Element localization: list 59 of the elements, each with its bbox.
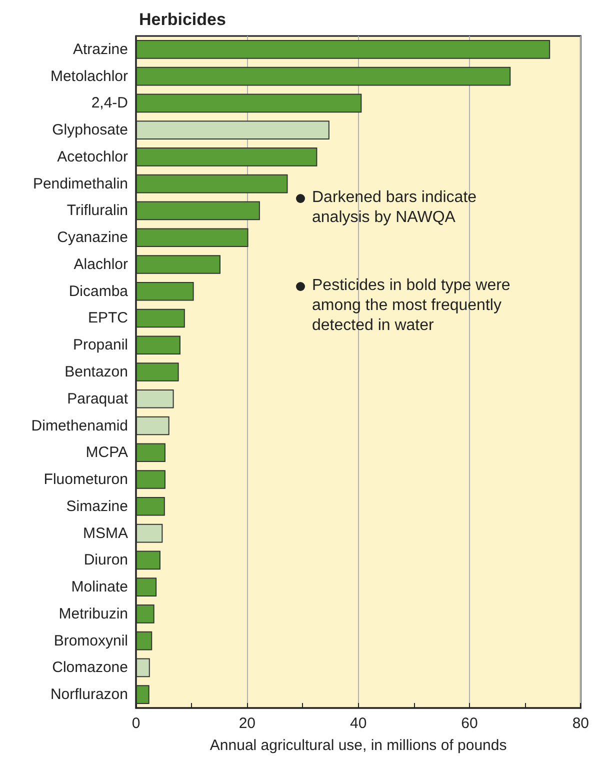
y-tick-label: Bromoxynil [54, 632, 128, 650]
x-tick-label: 60 [461, 715, 478, 732]
y-tick-label: Dicamba [68, 282, 129, 300]
bar [136, 148, 318, 166]
annotation: Darkened bars indicate analysis by NAWQA [311, 188, 478, 228]
x-tick-label: 80 [572, 715, 589, 732]
bar [136, 362, 179, 382]
y-tick-label: Trifluralin [66, 202, 128, 220]
y-tick-label: Pendimethalin [32, 175, 128, 192]
y-tick-label: Simazine [66, 498, 128, 515]
bar [136, 550, 160, 570]
bar [136, 389, 174, 408]
bar [136, 201, 260, 220]
y-tick-label: Acetochlor [57, 148, 128, 166]
bar [136, 228, 248, 248]
y-tick-label: Cyanazine [57, 229, 128, 246]
bar [136, 40, 550, 59]
bar [136, 631, 152, 650]
bar [136, 685, 150, 704]
bar [136, 578, 157, 596]
x-tick-label: 0 [132, 715, 140, 732]
y-tick-label: Glyphosate [52, 122, 128, 139]
x-tick-label: 20 [238, 715, 256, 732]
bar [136, 282, 194, 301]
bar [136, 336, 180, 355]
y-tick-label: Molinate [71, 578, 128, 596]
y-tick-label: Atrazine [72, 40, 128, 58]
bar [136, 308, 185, 328]
y-tick-label: MSMA [83, 524, 128, 542]
y-tick-label: Dimethenamid [31, 417, 128, 434]
y-tick-label: Metolachlor [50, 68, 128, 85]
bar [136, 524, 163, 543]
y-tick-label: Norflurazon [50, 686, 128, 704]
bar [136, 658, 150, 678]
y-tick-label: EPTC [88, 310, 128, 327]
bar [136, 120, 330, 140]
annotation: Pesticides in bold type were among the most frequently detected in water [311, 276, 512, 336]
bar [136, 94, 362, 113]
bar [136, 470, 166, 489]
bar [136, 66, 511, 86]
y-tick-label: Fluometuron [44, 471, 128, 488]
y-tick-label: MCPA [86, 444, 128, 462]
y-tick-label: Paraquat [67, 390, 129, 408]
bar [136, 255, 220, 274]
y-tick-label: Alachlor [74, 256, 128, 273]
bar [136, 443, 166, 462]
y-tick-label: Diuron [84, 552, 128, 569]
y-tick-label: Clomazone [52, 659, 128, 676]
bar [136, 496, 165, 516]
y-tick-label: Propanil [72, 336, 128, 354]
bar [136, 604, 154, 624]
y-tick-label: Metribuzin [58, 605, 128, 622]
y-tick-label: Bentazon [64, 364, 128, 380]
chart-title: Herbicides [139, 10, 226, 29]
y-tick-label: 2,4-D [91, 94, 128, 112]
x-axis-title: Annual agricultural use, in millions of pounds [210, 737, 507, 754]
x-tick-label: 40 [350, 715, 367, 732]
bar [136, 416, 170, 436]
bar [136, 174, 288, 194]
